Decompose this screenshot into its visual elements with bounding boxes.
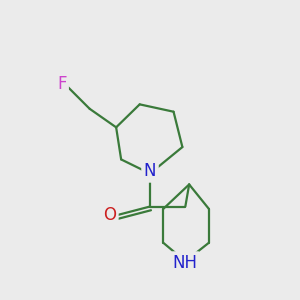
Text: O: O [103,206,116,224]
Text: NH: NH [173,254,198,272]
Text: N: N [144,162,156,180]
Text: F: F [57,75,66,93]
